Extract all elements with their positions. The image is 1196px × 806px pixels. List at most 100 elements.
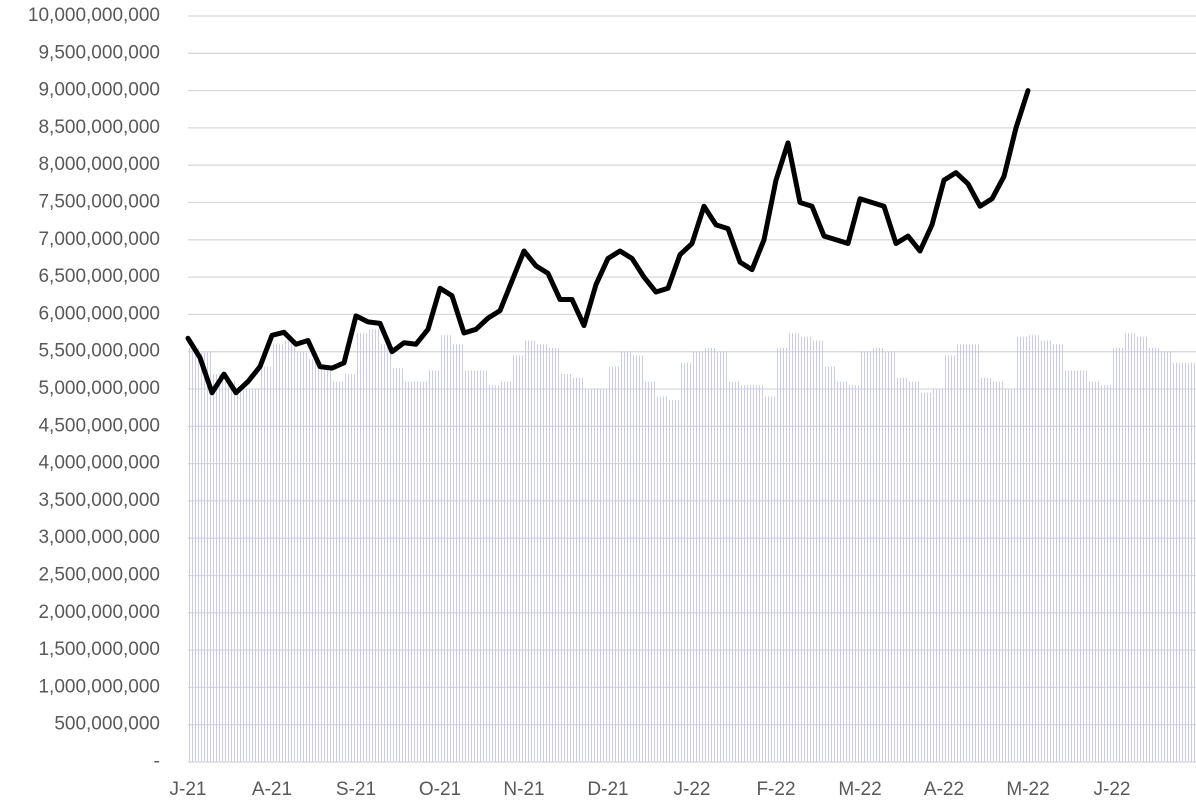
bar [608,366,620,762]
line [185,88,1031,396]
bar [1148,347,1160,762]
bar [800,336,812,762]
x-tick-label: O-21 [419,779,461,800]
y-tick-label: 2,000,000,000 [38,602,160,623]
bar [860,351,872,762]
y-tick-label: 9,000,000,000 [38,80,160,101]
bar [596,389,608,762]
bar [1016,336,1028,762]
bar [1028,335,1040,762]
bar [248,389,260,762]
bar [332,381,344,762]
y-tick-label: 3,500,000,000 [38,490,160,511]
bar [764,396,776,762]
bar [704,347,716,762]
y-tick-label: 6,000,000,000 [38,303,160,324]
bar [380,344,392,762]
x-tick-label: A-21 [252,779,292,800]
y-tick-label: 4,500,000,000 [38,415,160,436]
bar [740,385,752,762]
bar [392,368,404,762]
bar [296,351,308,762]
bar [1040,340,1052,762]
bar [968,344,980,762]
bar [1172,362,1184,762]
bar [776,347,788,762]
bar [752,385,764,762]
bar [896,377,908,762]
bar [692,351,704,762]
bar [992,381,1004,762]
bar [812,340,824,762]
bar [368,329,380,762]
bars [188,329,1196,762]
x-tick-label: D-21 [587,779,628,800]
bar [572,377,584,762]
bar [404,381,416,762]
bar [476,370,488,762]
bar [284,340,296,762]
y-tick-label: 3,000,000,000 [38,527,160,548]
bar [872,347,884,762]
bar [1004,389,1016,762]
bar [356,333,368,762]
x-tick-label: M-22 [838,779,881,800]
lines [185,88,1031,396]
bar [944,355,956,762]
bar [824,366,836,762]
bar [236,389,248,762]
bar [188,347,200,762]
y-tick-label: 6,500,000,000 [38,266,160,287]
bar [728,381,740,762]
bar [980,377,992,762]
bar [212,374,224,762]
bar [1100,385,1112,762]
bar [320,366,332,762]
x-tick-label: F-22 [756,779,795,800]
y-tick-label: 7,000,000,000 [38,229,160,250]
bar [632,355,644,762]
bar [464,370,476,762]
bar [908,381,920,762]
bar [656,396,668,762]
bar [1052,344,1064,762]
bar [344,374,356,762]
bar [260,366,272,762]
bar [428,370,440,762]
y-tick-label: 1,000,000,000 [38,676,160,697]
y-tick-label: 10,000,000,000 [28,5,160,26]
bar [680,362,692,762]
bar [848,385,860,762]
bar [1088,381,1100,762]
x-tick-label: S-21 [336,779,376,800]
axes: - 500,000,000 1,000,000,000 1,500,000,000 2,… [28,5,1196,800]
bar [440,335,452,762]
bar [452,344,464,762]
x-tick-label: M-22 [1006,779,1049,800]
bar [1112,347,1124,762]
bar [1136,336,1148,762]
bar [920,392,932,762]
bar [956,344,968,762]
bar [200,351,212,762]
y-tick-label: 5,000,000,000 [38,378,160,399]
x-tick-label: A-22 [924,779,964,800]
y-tick-label: 8,000,000,000 [38,154,160,175]
bar [512,355,524,762]
bar [1160,351,1172,762]
x-tick-label: J-21 [170,779,207,800]
y-tick-label: 1,500,000,000 [38,639,160,660]
y-tick-label: - [154,751,160,772]
bar [416,381,428,762]
y-tick-label: 7,500,000,000 [38,192,160,213]
bar [1076,370,1088,762]
bar [560,374,572,762]
bar [1124,333,1136,762]
bar [932,389,944,762]
bar [788,333,800,762]
bar [272,344,284,762]
x-tick-label: J-22 [1094,779,1131,800]
bar [1064,370,1076,762]
bar [1184,362,1196,762]
